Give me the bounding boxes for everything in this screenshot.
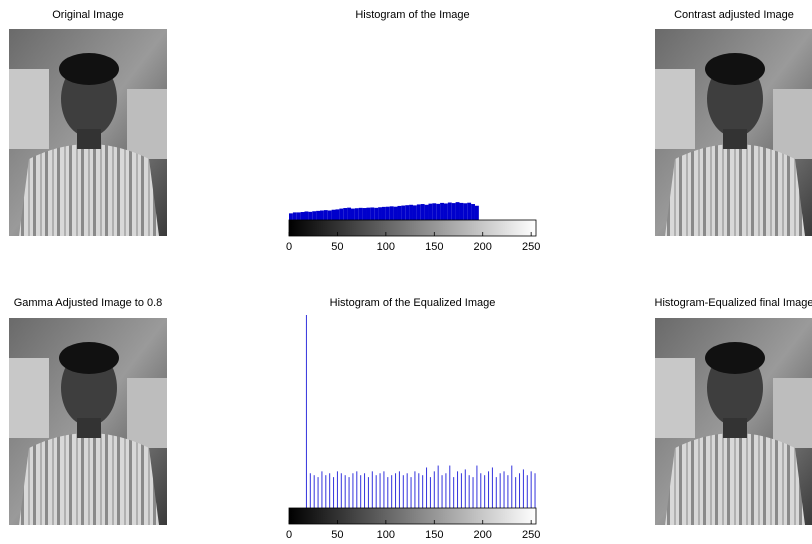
histogram-bar (347, 207, 351, 220)
histogram-bar (331, 209, 336, 220)
histogram-bar (319, 210, 324, 220)
histogram-bar (381, 206, 386, 220)
histogram-bar (343, 208, 348, 220)
histogram-bar (409, 204, 413, 220)
histogram-bar (362, 208, 367, 220)
histogram-bar (335, 209, 340, 220)
histogram-bar (393, 206, 398, 220)
image-title: Original Image (52, 9, 124, 21)
x-tick-label: 200 (474, 529, 492, 541)
histogram-bar (374, 207, 379, 220)
histogram-bar (292, 212, 297, 220)
histogram-bar (300, 212, 305, 220)
image (655, 29, 812, 236)
chart-title: Histogram of the Equalized Image (330, 297, 496, 309)
colorbar (288, 219, 537, 237)
histogram-bar (471, 204, 475, 220)
histogram-bar (474, 205, 479, 220)
x-tick-label: 150 (425, 241, 443, 253)
x-tick-label: 0 (286, 241, 292, 253)
histogram-bar (385, 206, 390, 220)
histogram-bar (424, 204, 429, 220)
histogram-bar (350, 208, 355, 220)
image (655, 318, 812, 525)
histogram-bar (405, 205, 410, 220)
histogram-bar (339, 208, 344, 220)
histogram-bar (440, 202, 444, 220)
image-title: Histogram-Equalized final Image (655, 297, 812, 309)
x-tick-label: 0 (286, 529, 292, 541)
histogram-bar (412, 205, 417, 220)
x-tick-label: 200 (474, 241, 492, 253)
histogram-bar (366, 207, 371, 220)
x-tick-label: 100 (377, 529, 395, 541)
histogram-bar (304, 211, 309, 220)
image-title: Gamma Adjusted Image to 0.8 (14, 297, 163, 309)
histogram-bar (428, 203, 433, 220)
x-tick-label: 50 (331, 241, 343, 253)
image (9, 318, 167, 525)
histogram-bar (463, 203, 468, 220)
x-tick-label: 150 (425, 529, 443, 541)
histogram-bar (420, 204, 425, 220)
histogram-bar (397, 205, 402, 220)
histogram-bar (316, 210, 320, 220)
histogram-bar (289, 213, 293, 220)
histogram-bar (312, 211, 317, 220)
histogram-bar (459, 202, 464, 220)
x-tick-label: 250 (522, 529, 540, 541)
histogram-bar (370, 207, 375, 220)
chart-title: Histogram of the Image (355, 9, 469, 21)
histogram-bar (401, 205, 406, 220)
histogram-bar (323, 210, 328, 220)
histogram-bar (308, 211, 313, 220)
histogram-bar (455, 202, 460, 220)
x-tick-label: 250 (522, 241, 540, 253)
histogram-bar (447, 202, 452, 220)
histogram-bar (436, 203, 441, 220)
histogram-bar (443, 203, 448, 220)
colorbar (288, 507, 537, 525)
histogram-bar (389, 206, 394, 220)
image-title: Contrast adjusted Image (674, 9, 794, 21)
x-tick-label: 50 (331, 529, 343, 541)
histogram-bar (358, 207, 363, 220)
histogram-bar (354, 208, 359, 220)
histogram-bar (378, 207, 382, 220)
x-tick-label: 100 (377, 241, 395, 253)
histogram-bar (296, 212, 301, 220)
histogram-bar (416, 204, 421, 220)
histogram-bar (432, 203, 437, 220)
image (9, 29, 167, 236)
histogram-bar (327, 210, 332, 220)
histogram-bar (451, 203, 456, 220)
histogram-bar (467, 202, 472, 220)
